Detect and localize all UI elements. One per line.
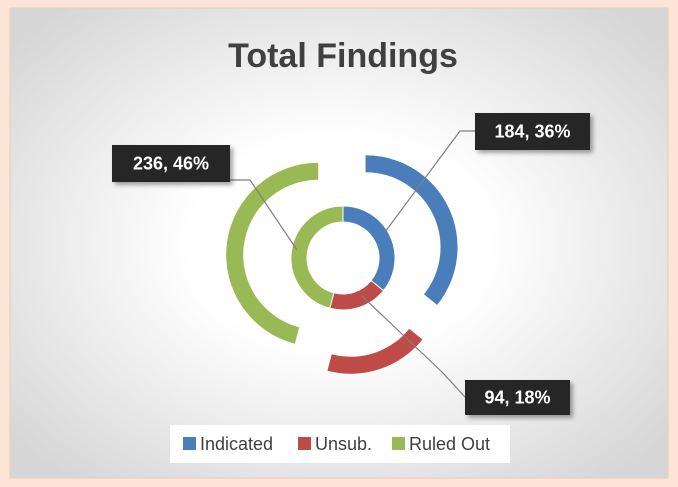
data-label-box	[112, 145, 230, 182]
data-label-box	[475, 113, 590, 150]
inner-slice	[290, 205, 344, 309]
leader-line	[230, 179, 298, 251]
legend-label: Indicated	[200, 434, 273, 454]
legend-swatch	[298, 437, 311, 450]
outer-slice	[226, 162, 319, 344]
outer-slice	[327, 328, 423, 374]
outer-slice	[365, 155, 458, 305]
data-label: 184, 36%	[494, 121, 570, 141]
legend-swatch	[183, 437, 196, 450]
legend-label: Ruled Out	[409, 434, 490, 454]
leader-line	[361, 295, 466, 398]
chart-title: Total Findings	[228, 37, 458, 75]
legend	[170, 425, 510, 463]
data-label-box	[465, 380, 570, 415]
legend-swatch	[392, 437, 405, 450]
data-label: 236, 46%	[133, 153, 209, 173]
data-label: 94, 18%	[484, 387, 550, 407]
legend-label: Unsub.	[315, 434, 372, 454]
leader-line	[384, 130, 475, 233]
